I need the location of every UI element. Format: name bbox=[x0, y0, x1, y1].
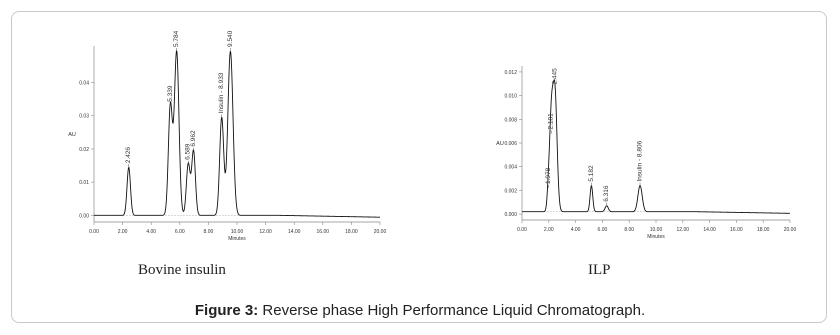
y-tick-label: 0.02 bbox=[79, 147, 89, 153]
y-tick-label: 0.00 bbox=[79, 213, 89, 219]
x-tick-label: 6.00 bbox=[598, 227, 608, 233]
x-tick-label: 20.00 bbox=[374, 229, 387, 235]
peak-label: 5.784 bbox=[173, 30, 180, 47]
peak-label: 5.339 bbox=[167, 85, 174, 102]
peak-label: Insulin - 8.933 bbox=[218, 72, 225, 113]
y-tick-label: 0.008 bbox=[504, 117, 517, 123]
y-tick-label: 0.010 bbox=[504, 94, 517, 100]
peak-label: 6.316 bbox=[603, 185, 610, 202]
x-tick-label: 0.00 bbox=[89, 229, 99, 235]
x-tick-label: 18.00 bbox=[345, 229, 358, 235]
x-tick-label: 2.00 bbox=[118, 229, 128, 235]
ilp-label: ILP bbox=[588, 262, 611, 278]
peak-label: 1.978 bbox=[545, 167, 552, 184]
caption-text: Reverse phase High Performance Liquid Ch… bbox=[258, 302, 646, 319]
x-axis-label: Minutes bbox=[647, 234, 665, 240]
x-tick-label: 14.00 bbox=[288, 229, 301, 235]
peak-label: 5.182 bbox=[588, 165, 595, 182]
x-tick-label: 2.00 bbox=[544, 227, 554, 233]
chromatogram-trace bbox=[94, 50, 381, 218]
x-tick-label: 12.00 bbox=[677, 227, 690, 233]
peak-label: 2.426 bbox=[125, 147, 132, 164]
peak-label: 9.540 bbox=[227, 30, 234, 47]
x-tick-label: 8.00 bbox=[204, 229, 214, 235]
x-tick-label: 12.00 bbox=[259, 229, 272, 235]
x-axis-label: Minutes bbox=[228, 236, 246, 242]
peak-label: 6.589 bbox=[185, 143, 192, 160]
x-tick-label: 10.00 bbox=[231, 229, 244, 235]
x-tick-label: 6.00 bbox=[175, 229, 185, 235]
x-tick-label: 16.00 bbox=[317, 229, 330, 235]
figure-caption: Figure 3: Reverse phase High Performance… bbox=[0, 302, 840, 319]
y-tick-label: 0.04 bbox=[79, 81, 89, 87]
bovine-insulin-chromatogram: 0.00 2.00 4.00 6.00 8.00 10.00 12.00 14.00 16.00… bbox=[68, 30, 387, 242]
y-axis-label: AU bbox=[68, 132, 76, 138]
x-tick-label: 20.00 bbox=[784, 227, 797, 233]
x-tick-label: 16.00 bbox=[730, 227, 743, 233]
y-axis-label: AU bbox=[496, 141, 504, 147]
x-tick-label: 0.00 bbox=[517, 227, 527, 233]
caption-label: Figure 3: bbox=[194, 302, 259, 319]
x-tick-label: 8.00 bbox=[624, 227, 634, 233]
y-tick-label: 0.012 bbox=[504, 70, 517, 76]
x-tick-label: 18.00 bbox=[757, 227, 770, 233]
peak-label: 2.181 bbox=[548, 113, 555, 130]
bovine-insulin-label: Bovine insulin bbox=[138, 262, 226, 278]
y-tick-label: 0.000 bbox=[504, 212, 517, 218]
x-tick-label: 4.00 bbox=[146, 229, 156, 235]
x-tick-label: 10.00 bbox=[650, 227, 663, 233]
peak-label: 2.445 bbox=[551, 68, 558, 85]
x-tick-label: 4.00 bbox=[571, 227, 581, 233]
y-tick-label: 0.01 bbox=[79, 180, 89, 186]
y-tick-label: 0.002 bbox=[504, 188, 517, 194]
y-tick-label: 0.004 bbox=[504, 165, 517, 171]
chromatogram-trace bbox=[522, 78, 790, 214]
peak-label: 6.962 bbox=[190, 130, 197, 147]
y-tick-label: 0.03 bbox=[79, 114, 89, 120]
figure-frame bbox=[11, 11, 827, 323]
x-tick-label: 14.00 bbox=[703, 227, 716, 233]
peak-label: Insulin - 8.806 bbox=[637, 140, 644, 181]
y-tick-label: 0.006 bbox=[504, 141, 517, 147]
ilp-chromatogram: 0.00 2.00 4.00 6.00 8.00 10.00 12.00 14.00 16.00… bbox=[496, 66, 797, 240]
